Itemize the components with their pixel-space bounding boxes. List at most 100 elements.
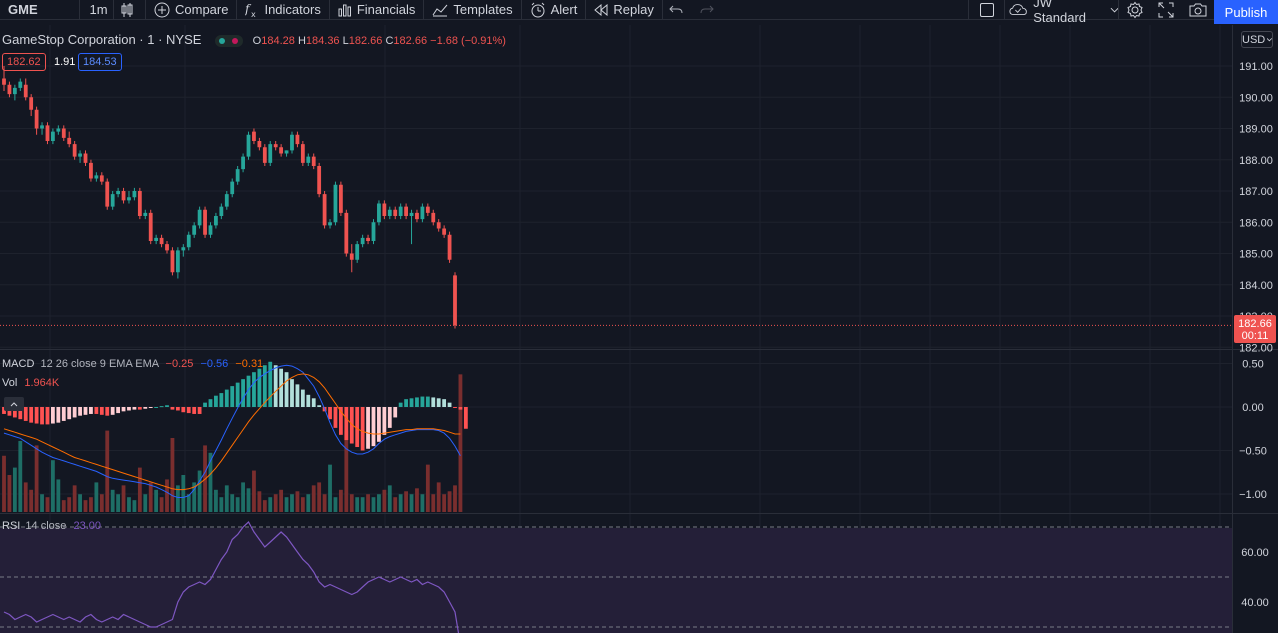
price-tick-label: 187.00 [1239, 186, 1273, 198]
macd-histogram-bar [192, 407, 197, 414]
alert-button[interactable]: Alert [522, 0, 587, 19]
candle-body [257, 141, 262, 148]
candle-body [127, 197, 131, 201]
macd-histogram-bar [121, 407, 126, 412]
layout-name-button[interactable]: JW Standard [1004, 0, 1119, 25]
layout-select-button[interactable] [968, 0, 1005, 19]
candle-body [224, 194, 229, 207]
templates-button[interactable]: Templates [424, 0, 522, 19]
candle-body [344, 212, 349, 254]
macd-histogram-bar [252, 372, 256, 407]
candle-body [415, 212, 419, 220]
snapshot-button[interactable] [1184, 0, 1212, 19]
volume-bar [252, 470, 256, 512]
macd-histogram-bar [219, 393, 224, 407]
expand-icon [1158, 2, 1174, 17]
macd-histogram-bar [317, 405, 322, 407]
volume-bar [230, 494, 235, 512]
volume-label: Vol [2, 377, 18, 389]
macd-histogram-bar [148, 407, 153, 408]
candle-body [7, 84, 12, 95]
symbol-search-button[interactable]: GME [0, 0, 80, 19]
symbol-title[interactable]: GameStop Corporation · 1 · NYSE [2, 32, 202, 47]
volume-bar [262, 500, 267, 512]
candle-body [45, 125, 50, 141]
macd-histogram-bar [273, 365, 278, 407]
macd-histogram-bar [447, 402, 452, 407]
volume-bar [344, 430, 349, 512]
candle-body [72, 144, 77, 157]
financials-button[interactable]: Financials [330, 0, 425, 19]
volume-bar [72, 485, 77, 512]
volume-bar [175, 485, 180, 512]
volume-bar [420, 494, 425, 512]
volume-bar [409, 494, 414, 512]
macd-tick-label: −0.50 [1239, 446, 1267, 458]
macd-histogram-bar [89, 407, 93, 414]
candle-body [262, 147, 267, 163]
macd-histogram-bar [349, 407, 354, 444]
macd-histogram-bar [377, 407, 381, 442]
macd-histogram-bar [203, 402, 207, 407]
candle-body [322, 194, 327, 226]
macd-histogram-bar [94, 407, 99, 414]
volume-bar [404, 491, 408, 512]
chart-type-button[interactable] [114, 0, 146, 19]
volume-bar [458, 374, 463, 512]
macd-histogram-bar [344, 407, 349, 441]
volume-bar [23, 482, 28, 512]
candle-body [116, 191, 121, 195]
macd-legend[interactable]: MACD 12 26 close 9 EMA EMA −0.25 −0.56 −… [2, 358, 263, 370]
candle-body [273, 144, 278, 148]
candle-body [447, 234, 452, 260]
redo-button[interactable] [694, 0, 725, 19]
bar-countdown-label: 00:11 [1242, 330, 1269, 342]
volume-bar [241, 482, 245, 512]
candle-body [333, 184, 338, 223]
macd-histogram-bar [78, 407, 82, 416]
bid-price-box[interactable]: 182.62 [2, 53, 46, 71]
macd-histogram-bar [143, 407, 148, 409]
volume-bar [181, 475, 186, 512]
macd-histogram-bar [290, 379, 294, 407]
macd-histogram-bar [355, 407, 360, 448]
fullscreen-button[interactable] [1152, 0, 1180, 19]
macd-histogram-bar [257, 368, 262, 407]
undo-button[interactable] [663, 0, 694, 19]
macd-histogram-bar [105, 407, 110, 416]
macd-histogram-bar [40, 407, 44, 425]
replay-button[interactable]: Replay [586, 0, 663, 19]
candles-icon [121, 2, 133, 17]
volume-legend[interactable]: Vol 1.964K [2, 377, 59, 389]
interval-button[interactable]: 1m [84, 0, 114, 19]
candle-body [121, 191, 126, 201]
compare-button[interactable]: Compare [146, 0, 238, 19]
volume-bar [328, 464, 332, 512]
macd-histogram-bar [295, 384, 300, 407]
price-axis[interactable]: 191.00 190.00 189.00 188.00 187.00 186.00 185.… [1239, 61, 1273, 354]
macd-histogram-bar [132, 407, 137, 410]
volume-bar [12, 467, 17, 512]
collapse-legend-button[interactable] [4, 397, 24, 411]
macd-histogram-bar [51, 407, 55, 424]
macd-histogram-bar [99, 407, 104, 415]
publish-button[interactable]: Publish [1214, 0, 1278, 24]
rsi-legend[interactable]: RSI 14 close 23.00 [2, 520, 101, 532]
rsi-axis[interactable]: 60.00 40.00 [1241, 547, 1269, 609]
camera-icon [1189, 3, 1207, 16]
macd-axis[interactable]: 0.50 0.00 −0.50 −1.00 [1239, 359, 1267, 502]
settings-button[interactable] [1118, 0, 1151, 19]
chart-canvas[interactable]: 191.00 190.00 189.00 188.00 187.00 186.00 185.… [0, 25, 1278, 633]
rsi-band-lines [0, 526, 1232, 628]
candle-body [89, 162, 93, 179]
financials-label: Financials [356, 2, 416, 17]
candle-body [51, 131, 55, 141]
candle-body [219, 206, 224, 216]
market-status-badge[interactable] [215, 34, 244, 47]
ask-price-box[interactable]: 184.53 [78, 53, 122, 71]
currency-button[interactable]: USD [1241, 31, 1273, 48]
macd-signal-value: −0.31 [235, 358, 264, 370]
candle-body [241, 156, 245, 170]
macd-histogram-bar [181, 407, 186, 413]
